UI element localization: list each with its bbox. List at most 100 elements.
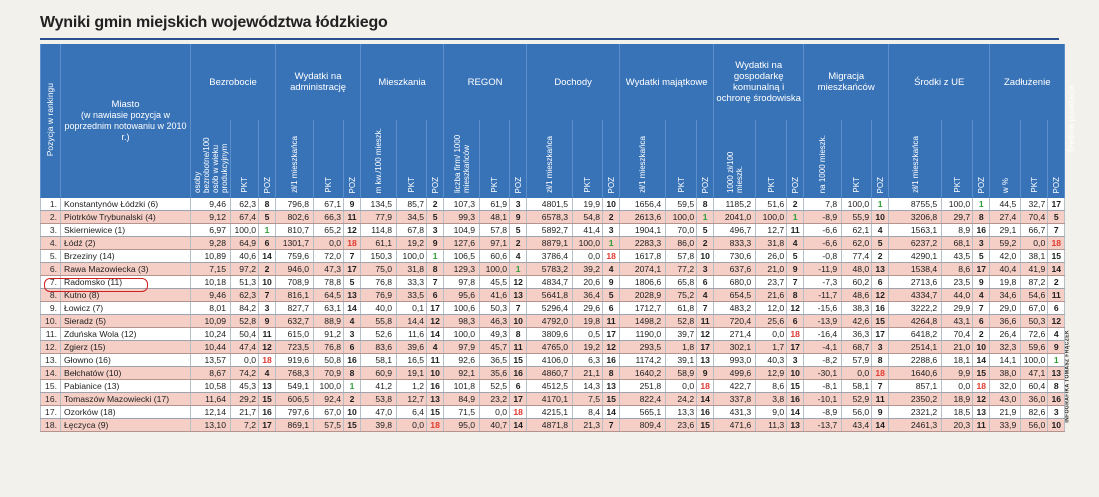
metric-value: 3222,2 [888,301,942,316]
metric-value: 1301,7 [275,236,314,251]
metric-value: 1640,6 [888,366,942,381]
pkt-value: 19,1 [396,366,427,381]
pkt-value: 1,8 [665,340,697,355]
metric-value: 471,6 [713,418,756,433]
poz-value: 16 [1047,392,1065,407]
metric-value: 40,4 [989,262,1021,277]
pkt-value: 100,0 [572,236,603,251]
table-row: 2. Piotrków Trybunalski (4) 9,12 67,4 5 802,6… [40,210,1065,225]
poz-value: 1 [786,210,804,225]
metric-value: 2514,1 [888,340,942,355]
poz-value: 11 [696,314,714,329]
metric-value: 4215,1 [526,405,573,420]
metric-value: 38,0 [989,366,1021,381]
poz-value: 9 [257,314,276,329]
pkt-value: 31,8 [396,262,427,277]
metric-value: 36,6 [989,314,1021,329]
highlight-circle-brzeziny [44,278,148,292]
poz-value: 9 [509,210,527,225]
poz-value: 10 [509,314,527,329]
pkt-value: 70,9 [313,366,344,381]
pkt-value: 67,1 [313,198,344,212]
poz-value: 2 [509,236,527,251]
poz-value: 15 [1047,249,1065,264]
poz-value: 15 [343,418,361,433]
metric-value: 293,5 [619,340,666,355]
header-pkt: PKT [479,120,510,198]
metric-value: 708,9 [275,275,314,290]
metric-value: 4792,0 [526,314,573,329]
metric-value: 768,3 [275,366,314,381]
metric-value: -11,9 [803,262,842,277]
metric-value: 77,9 [360,210,397,225]
pkt-value: 97,2 [230,262,259,277]
header-pkt: PKT [665,120,697,198]
city-name: Łęczyca (9) [60,418,191,433]
table-row: 14. Bełchatów (10) 8,67 74,2 4 768,3 70,9 8 60,9… [40,366,1065,381]
metric-value: 10,24 [190,327,231,342]
pkt-value: 100,0 [230,223,259,238]
pkt-value: 0,0 [941,379,973,394]
pkt-value: 63,1 [313,301,344,316]
ranking-table-wrap: Pozycja w rankingu Miasto (w nawiasie po… [40,44,1076,433]
header-group: REGON [443,44,527,120]
poz-value: 11 [257,327,276,342]
poz-value: 13 [696,353,714,368]
pkt-value: 1,2 [396,379,427,394]
pkt-value: 39,7 [665,327,697,342]
metric-value: 29,0 [989,301,1021,316]
pkt-value: 70,0 [665,223,697,238]
pkt-value: 50,3 [479,301,510,316]
pkt-value: 57,5 [313,418,344,433]
pkt-value: 14,3 [572,379,603,394]
poz-value: 9 [786,262,804,277]
pkt-value: 64,9 [230,236,259,251]
metric-value: 1806,6 [619,275,666,290]
pkt-value: 45,5 [479,275,510,290]
metric-value: 5783,2 [526,262,573,277]
poz-value: 8 [602,366,620,381]
metric-value: 11,64 [190,392,231,407]
pkt-value: 86,0 [665,236,697,251]
pkt-value: 38,3 [841,301,872,316]
poz-value: 8 [972,210,990,225]
metric-value: 2713,6 [888,275,942,290]
poz-value: 2 [871,249,889,264]
poz-value: 12 [426,314,444,329]
pkt-value: 12,7 [396,392,427,407]
metric-value: 822,4 [619,392,666,407]
pkt-value: 52,8 [665,314,697,329]
pkt-value: 48,0 [841,262,872,277]
poz-value: 18 [1047,236,1065,251]
pkt-value: 21,0 [941,340,973,355]
metric-value: 10,18 [190,275,231,290]
city-name: Bełchatów (10) [60,366,191,381]
pkt-value: 0,1 [396,301,427,316]
pkt-value: 54,8 [572,210,603,225]
poz-value: 6 [696,275,714,290]
pkt-value: 21,0 [755,262,787,277]
pkt-value: 67,4 [230,210,259,225]
poz-value: 1 [1047,353,1065,368]
header-poz: POZ [972,120,990,198]
poz-value: 6 [602,301,620,316]
poz-value: 13 [257,379,276,394]
poz-value: 16 [972,223,990,238]
poz-value: 11 [426,353,444,368]
metric-value: 1174,2 [619,353,666,368]
pkt-value: 36,0 [1020,392,1048,407]
metric-value: 2350,2 [888,392,942,407]
pkt-value: 38,1 [1020,249,1048,264]
metric-value: 10,09 [190,314,231,329]
poz-value: 3 [696,262,714,277]
metric-value: 654,5 [713,288,756,303]
poz-value: 16 [871,301,889,316]
metric-value: 3786,4 [526,249,573,264]
poz-value: 1 [871,198,889,212]
pkt-value: 19,2 [572,340,603,355]
pkt-value: 43,5 [941,249,973,264]
metric-value: 2074,1 [619,262,666,277]
metric-value: 127,6 [443,236,480,251]
metric-value: 134,5 [360,198,397,212]
poz-value: 2 [786,198,804,212]
